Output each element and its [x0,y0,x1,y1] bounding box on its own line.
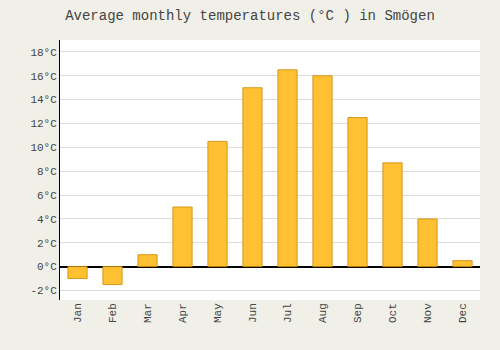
svg-text:10°C: 10°C [30,142,57,154]
svg-text:Jun: Jun [247,303,259,323]
svg-text:Oct: Oct [387,303,399,323]
svg-text:Dec: Dec [457,303,469,323]
svg-text:Average monthly temperatures (: Average monthly temperatures (°C ) in Sm… [65,8,435,24]
svg-text:Jan: Jan [72,303,84,323]
svg-text:Feb: Feb [107,303,119,323]
svg-text:Aug: Aug [317,303,329,323]
svg-text:Sep: Sep [352,303,364,323]
svg-text:4°C: 4°C [37,214,57,226]
svg-text:Apr: Apr [177,303,189,323]
svg-text:14°C: 14°C [30,94,57,106]
svg-text:Jul: Jul [282,303,294,323]
svg-text:6°C: 6°C [37,190,57,202]
svg-text:16°C: 16°C [30,71,57,83]
svg-text:Nov: Nov [422,303,434,323]
svg-text:18°C: 18°C [30,47,57,59]
svg-text:12°C: 12°C [30,118,57,130]
svg-text:2°C: 2°C [37,238,57,250]
svg-text:Mar: Mar [142,303,154,323]
svg-text:0°C: 0°C [37,261,57,273]
svg-text:May: May [212,303,224,323]
svg-text:8°C: 8°C [37,166,57,178]
svg-text:-2°C: -2°C [30,285,57,297]
